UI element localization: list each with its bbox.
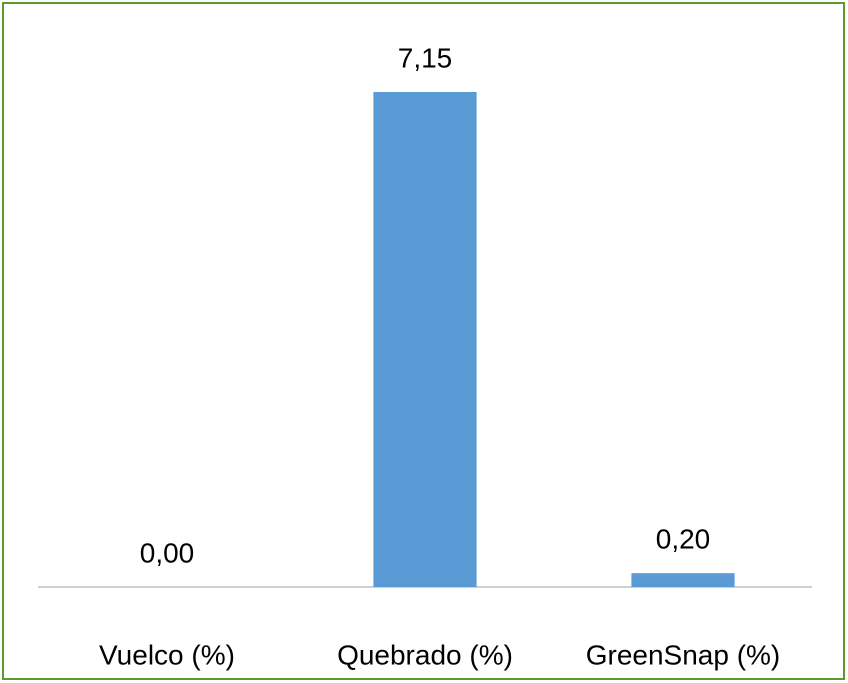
value-label: 7,15: [398, 42, 453, 73]
bar: [373, 92, 477, 587]
value-label: 0,20: [656, 524, 711, 555]
x-tick-label: Quebrado (%): [337, 639, 513, 670]
value-label: 0,00: [140, 537, 195, 568]
x-tick-label: GreenSnap (%): [586, 639, 781, 670]
x-tick-label: Vuelco (%): [99, 639, 235, 670]
bar: [631, 573, 735, 587]
